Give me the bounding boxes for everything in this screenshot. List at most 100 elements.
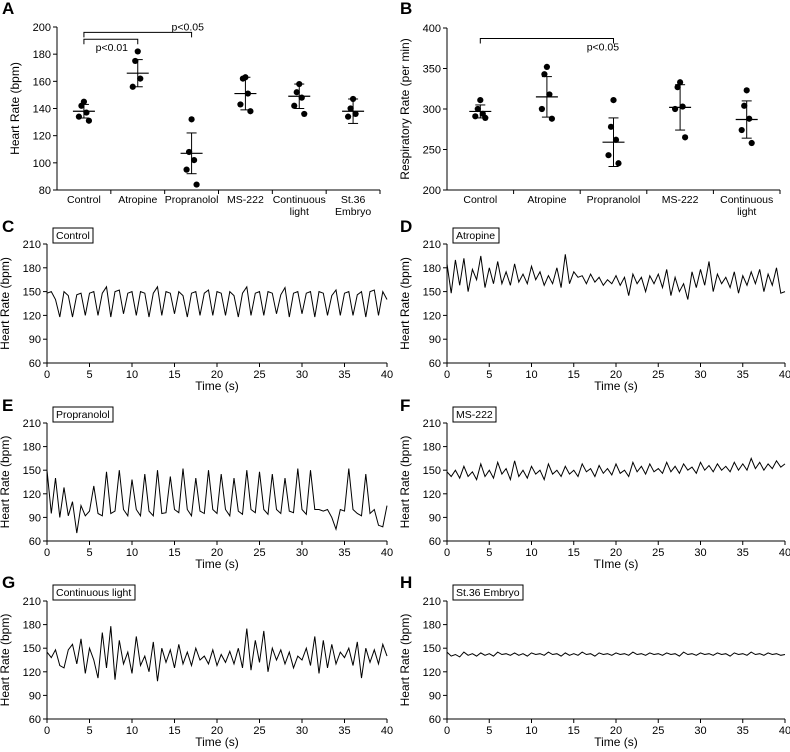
x-tick-label: 5 bbox=[86, 547, 92, 559]
data-point bbox=[244, 90, 252, 97]
x-tick-label: Continuous bbox=[273, 194, 326, 206]
x-tick-label: 15 bbox=[568, 369, 580, 381]
heart-rate-trace bbox=[46, 468, 388, 534]
data-point bbox=[185, 148, 193, 156]
y-tick-label: 210 bbox=[23, 418, 41, 430]
continuous-light-trace-chart: 60 90 120 150 180 210 Heart Rate (bpm) 0 5 10 15 20… bbox=[0, 584, 393, 749]
significance-bracket bbox=[479, 38, 614, 44]
y-tick-label: 180 bbox=[23, 263, 41, 275]
y-tick-label: 140 bbox=[33, 104, 51, 116]
ms222-trace-chart: 60 90 120 150 180 210 Heart Rate (bpm) 0 5 10 15 20… bbox=[398, 406, 790, 571]
data-point bbox=[612, 136, 620, 143]
panel-letter-c: C bbox=[2, 217, 14, 236]
panel-title: Continuous light bbox=[56, 587, 131, 599]
panel-title-box bbox=[52, 406, 114, 423]
x-tick-label: Embryo bbox=[335, 206, 371, 218]
p-value-label: p<0.01 bbox=[96, 42, 129, 54]
heart-rate-trace bbox=[446, 457, 786, 482]
data-point bbox=[738, 126, 745, 134]
y-tick-label: 120 bbox=[23, 489, 41, 501]
x-tick-label: 30 bbox=[296, 725, 308, 737]
data-point bbox=[546, 91, 553, 98]
panel-letter-e: E bbox=[2, 396, 13, 415]
x-tick-label: 15 bbox=[168, 547, 180, 559]
propranolol-trace-chart: 60 90 120 150 180 210 Heart Rate (bpm) 0 5 10 15 20… bbox=[0, 406, 393, 571]
panel-title-box bbox=[452, 227, 500, 244]
data-point bbox=[239, 75, 247, 82]
y-axis-label: Heart Rate (bpm) bbox=[0, 614, 12, 707]
x-tick-label: 20 bbox=[610, 725, 622, 737]
y-tick-label: 210 bbox=[423, 418, 441, 430]
x-tick-label: 0 bbox=[44, 725, 50, 737]
data-point bbox=[190, 157, 198, 164]
data-point bbox=[78, 102, 85, 109]
data-point bbox=[474, 105, 481, 113]
y-axis-label: Heart Rate (bpm) bbox=[398, 436, 412, 529]
x-tick-label: 0 bbox=[444, 369, 450, 381]
panel-title: St.36 Embryo bbox=[456, 587, 520, 599]
data-point bbox=[482, 114, 489, 122]
x-tick-label: 25 bbox=[652, 547, 664, 559]
x-tick-label: MS-222 bbox=[662, 194, 699, 206]
data-point bbox=[347, 105, 354, 112]
data-point bbox=[615, 160, 622, 167]
x-tick-label: 25 bbox=[652, 369, 664, 381]
y-tick-label: 90 bbox=[29, 512, 41, 524]
x-axis-label: Time (s) bbox=[195, 557, 239, 571]
x-tick-label: 35 bbox=[737, 547, 749, 559]
data-point bbox=[188, 116, 195, 123]
y-tick-label: 60 bbox=[29, 536, 41, 548]
y-tick-label: 180 bbox=[23, 442, 41, 454]
data-point bbox=[679, 103, 686, 110]
x-tick-label: 20 bbox=[610, 547, 622, 559]
x-tick-label: 5 bbox=[486, 547, 492, 559]
heart-rate-trace bbox=[446, 254, 786, 300]
panel-title: MS-222 bbox=[456, 409, 493, 421]
data-point bbox=[748, 139, 755, 147]
x-axis-label: Time (s) bbox=[195, 379, 239, 393]
y-tick-label: 100 bbox=[33, 158, 51, 170]
x-tick-label: 5 bbox=[486, 725, 492, 737]
x-tick-label: 25 bbox=[253, 725, 265, 737]
x-tick-label: 35 bbox=[737, 369, 749, 381]
heart-rate-dot-plot: 80 100 120 140 160 180 200 Heart Rate (bpm) Cont… bbox=[8, 21, 381, 218]
data-point bbox=[83, 109, 90, 116]
y-tick-label: 90 bbox=[429, 334, 441, 346]
x-tick-label: 5 bbox=[86, 369, 92, 381]
y-tick-label: 90 bbox=[29, 334, 41, 346]
x-tick-label: 20 bbox=[211, 369, 223, 381]
data-point bbox=[85, 117, 93, 124]
heart-rate-trace bbox=[46, 626, 388, 682]
y-tick-label: 120 bbox=[23, 310, 41, 322]
x-tick-label: 40 bbox=[779, 725, 790, 737]
x-tick-label: Propranolol bbox=[165, 194, 219, 206]
y-tick-label: 210 bbox=[23, 239, 41, 251]
panel-title: Control bbox=[56, 230, 90, 242]
x-tick-label: light bbox=[737, 206, 756, 218]
data-point bbox=[301, 110, 308, 118]
data-point bbox=[129, 83, 136, 90]
data-point bbox=[543, 63, 551, 70]
data-point bbox=[134, 48, 141, 55]
y-tick-label: 250 bbox=[423, 145, 441, 157]
panel-letter-a: A bbox=[2, 0, 14, 18]
x-tick-label: MS-222 bbox=[227, 194, 264, 206]
panel-title: Propranolol bbox=[56, 409, 110, 421]
data-point bbox=[352, 110, 359, 118]
x-tick-label: 25 bbox=[253, 547, 265, 559]
data-point bbox=[247, 108, 254, 115]
data-point bbox=[743, 87, 750, 94]
data-point bbox=[607, 123, 615, 130]
data-point bbox=[132, 57, 139, 65]
x-tick-label: Atropine bbox=[527, 194, 566, 206]
st36-embryo-trace-chart: 60 90 120 150 180 210 Heart Rate (bpm) 0 5 10 15 20… bbox=[398, 584, 790, 749]
significance-bracket bbox=[83, 31, 193, 38]
y-axis-label: Heart Rate (bpm) bbox=[0, 257, 12, 350]
y-tick-label: 200 bbox=[423, 185, 441, 197]
data-point bbox=[538, 105, 546, 113]
x-tick-label: 10 bbox=[525, 369, 537, 381]
data-point bbox=[349, 95, 357, 103]
data-point bbox=[296, 80, 303, 88]
x-tick-label: 40 bbox=[381, 547, 393, 559]
x-tick-label: Control bbox=[463, 194, 497, 206]
